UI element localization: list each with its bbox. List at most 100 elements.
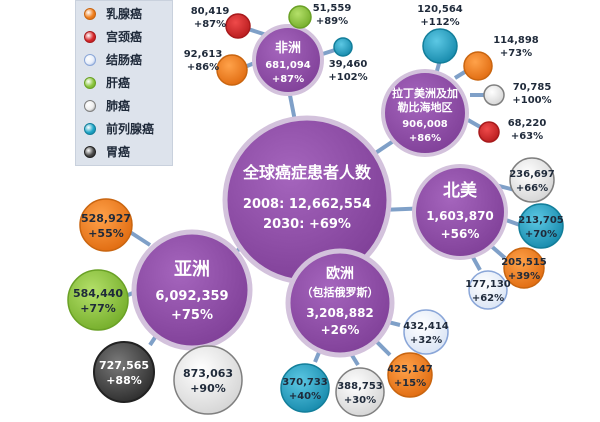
na-prostate-pct: +70% xyxy=(525,229,557,240)
as-lung-pct: +90% xyxy=(190,382,226,395)
europe-value: 3,208,882 xyxy=(306,306,374,320)
na-colon-value: 177,130 xyxy=(465,279,511,290)
center-2008: 2008: 12,662,554 xyxy=(243,197,371,212)
center-2030: 2030: +69% xyxy=(263,217,351,232)
legend-swatch-icon xyxy=(84,123,96,135)
satellite-na-breast: 205,515 +39% xyxy=(501,247,547,289)
as-liver-pct: +77% xyxy=(80,302,116,315)
satellite-as-lung: 873,063 +90% xyxy=(173,345,243,415)
satellite-la-breast: 114,898 +73% xyxy=(463,35,539,81)
la-prostate-value: 120,564 xyxy=(417,4,463,15)
as-breast-value: 528,927 xyxy=(81,212,131,225)
legend-label: 结肠癌 xyxy=(106,53,143,67)
satellite-la-lung: 70,785 +100% xyxy=(483,82,552,106)
europe-pct: +26% xyxy=(321,323,360,337)
region-asia: 亚洲 6,092,359 +75% xyxy=(131,229,253,351)
legend-label: 肺癌 xyxy=(106,99,131,113)
satellite-eu-breast: 425,147 +15% xyxy=(387,352,433,398)
na-breast-value: 205,515 xyxy=(501,257,547,268)
region-europe: 欧洲 （包括俄罗斯） 3,208,882 +26% xyxy=(285,248,395,358)
legend-item: 结肠癌 xyxy=(76,50,174,70)
af-cervical-pct: +87% xyxy=(194,19,226,30)
region-latam: 拉丁美洲及加 勒比海地区 906,008 +86% xyxy=(381,69,469,157)
na-lung-pct: +66% xyxy=(516,183,548,194)
na-lung-value: 236,697 xyxy=(509,169,555,180)
africa-name: 非洲 xyxy=(275,40,301,56)
la-cervical-pct: +63% xyxy=(511,131,543,142)
na-value: 1,603,870 xyxy=(426,209,494,223)
legend-swatch-icon xyxy=(84,146,96,158)
la-breast-value: 114,898 xyxy=(493,35,539,46)
latam-name-1: 拉丁美洲及加 xyxy=(392,86,458,100)
af-prostate-value: 39,460 xyxy=(329,59,368,70)
legend-label: 肝癌 xyxy=(106,76,131,90)
na-prostate-value: 213,705 xyxy=(518,215,564,226)
af-breast-value: 92,613 xyxy=(184,49,223,60)
legend-label: 宫颈癌 xyxy=(106,30,143,44)
latam-pct: +86% xyxy=(409,133,441,144)
legend-swatch-icon xyxy=(84,54,96,66)
satellite-eu-prostate: 370,733 +40% xyxy=(280,363,330,413)
eu-colon-value: 432,414 xyxy=(403,321,449,332)
na-colon-pct: +62% xyxy=(472,293,504,304)
as-stomach-pct: +88% xyxy=(106,374,142,387)
legend-swatch-icon xyxy=(84,8,96,20)
la-lung-value: 70,785 xyxy=(513,82,552,93)
africa-pct: +87% xyxy=(272,74,304,85)
na-name: 北美 xyxy=(443,180,478,201)
la-cervical-value: 68,220 xyxy=(508,118,547,129)
europe-name: 欧洲 xyxy=(326,265,354,282)
africa-value: 681,094 xyxy=(265,60,311,71)
center-title: 全球癌症患者人数 xyxy=(242,163,372,182)
af-breast-pct: +86% xyxy=(187,62,219,73)
latam-name-2: 勒比海地区 xyxy=(398,100,453,114)
satellite-af-cervical: 80,419 +87% xyxy=(191,6,251,39)
satellite-la-prostate: 120,564 +112% xyxy=(417,4,463,64)
satellite-na-colon: 177,130 +62% xyxy=(465,270,511,310)
af-prostate-pct: +102% xyxy=(328,72,367,83)
legend-swatch-icon xyxy=(84,100,96,112)
latam-value: 906,008 xyxy=(402,119,448,130)
legend-item: 肝癌 xyxy=(76,73,174,93)
af-liver-value: 51,559 xyxy=(313,3,352,14)
asia-value: 6,092,359 xyxy=(155,289,228,304)
legend-item: 乳腺癌 xyxy=(76,4,174,24)
as-lung-value: 873,063 xyxy=(183,367,233,380)
legend-label: 乳腺癌 xyxy=(106,7,143,21)
la-lung-pct: +100% xyxy=(512,95,551,106)
region-north-america: 北美 1,603,870 +56% xyxy=(412,164,508,260)
legend-item: 胃癌 xyxy=(76,142,174,162)
europe-sub: （包括俄罗斯） xyxy=(302,285,379,299)
satellite-af-liver: 51,559 +89% xyxy=(288,3,352,29)
na-breast-pct: +39% xyxy=(508,271,540,282)
asia-pct: +75% xyxy=(171,308,213,323)
eu-breast-value: 425,147 xyxy=(387,364,433,375)
eu-breast-pct: +15% xyxy=(394,378,426,389)
asia-name: 亚洲 xyxy=(174,259,210,280)
eu-lung-pct: +30% xyxy=(344,395,376,406)
eu-prostate-value: 370,733 xyxy=(282,377,328,388)
as-liver-value: 584,440 xyxy=(73,287,123,300)
af-liver-pct: +89% xyxy=(316,16,348,27)
legend-item: 前列腺癌 xyxy=(76,119,174,139)
na-pct: +56% xyxy=(441,227,480,241)
legend-swatch-icon xyxy=(84,77,96,89)
legend-label: 前列腺癌 xyxy=(106,122,155,136)
as-stomach-value: 727,565 xyxy=(99,359,149,372)
satellite-eu-colon: 432,414 +32% xyxy=(403,309,449,355)
satellite-na-lung: 236,697 +66% xyxy=(509,157,555,203)
satellite-na-prostate: 213,705 +70% xyxy=(518,203,564,249)
eu-prostate-pct: +40% xyxy=(289,391,321,402)
legend: 乳腺癌宫颈癌结肠癌肝癌肺癌前列腺癌胃癌 xyxy=(75,0,173,166)
eu-lung-value: 388,753 xyxy=(337,381,383,392)
af-cervical-value: 80,419 xyxy=(191,6,230,17)
legend-item: 宫颈癌 xyxy=(76,27,174,47)
legend-item: 肺癌 xyxy=(76,96,174,116)
legend-swatch-icon xyxy=(84,31,96,43)
as-breast-pct: +55% xyxy=(88,227,124,240)
satellite-as-stomach: 727,565 +88% xyxy=(93,341,155,403)
satellite-af-breast: 92,613 +86% xyxy=(184,49,248,86)
la-breast-pct: +73% xyxy=(500,48,532,59)
